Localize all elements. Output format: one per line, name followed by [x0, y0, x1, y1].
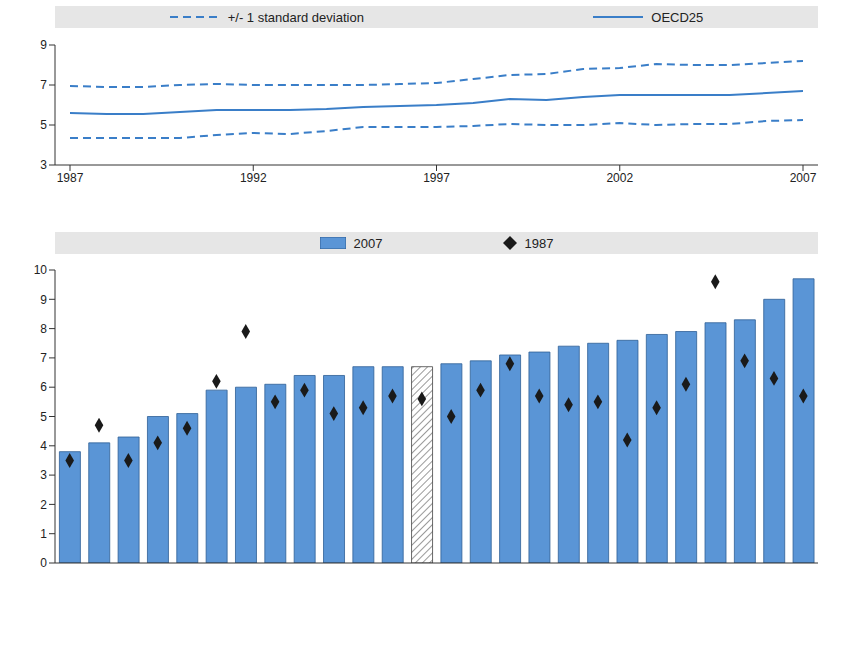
svg-text:9: 9 — [40, 293, 47, 307]
html-text:1987: 1987 — [524, 235, 554, 251]
svg-text:1992: 1992 — [240, 171, 267, 185]
svg-text:7: 7 — [40, 351, 47, 365]
svg-text:4: 4 — [40, 439, 47, 453]
svg-text:2: 2 — [40, 498, 47, 512]
svg-text:6: 6 — [40, 380, 47, 394]
svg-text:0: 0 — [40, 556, 47, 570]
svg-text:5: 5 — [40, 410, 47, 424]
svg-text:1997: 1997 — [423, 171, 450, 185]
svg-text:8: 8 — [40, 322, 47, 336]
svg-text:2002: 2002 — [606, 171, 633, 185]
svg-text:9: 9 — [40, 38, 47, 52]
svg-text:3: 3 — [40, 158, 47, 172]
svg-text:3: 3 — [40, 468, 47, 482]
svg-text:1987: 1987 — [57, 171, 84, 185]
svg-text:1: 1 — [40, 527, 47, 541]
svg-text:10: 10 — [34, 263, 48, 277]
html-text:OECD25: OECD25 — [651, 9, 704, 25]
html-text:+/- 1 standard deviation: +/- 1 standard deviation — [227, 9, 364, 25]
svg-text:7: 7 — [40, 78, 47, 92]
html-text:2007: 2007 — [353, 235, 383, 251]
svg-text:2007: 2007 — [790, 171, 817, 185]
svg-text:5: 5 — [40, 118, 47, 132]
